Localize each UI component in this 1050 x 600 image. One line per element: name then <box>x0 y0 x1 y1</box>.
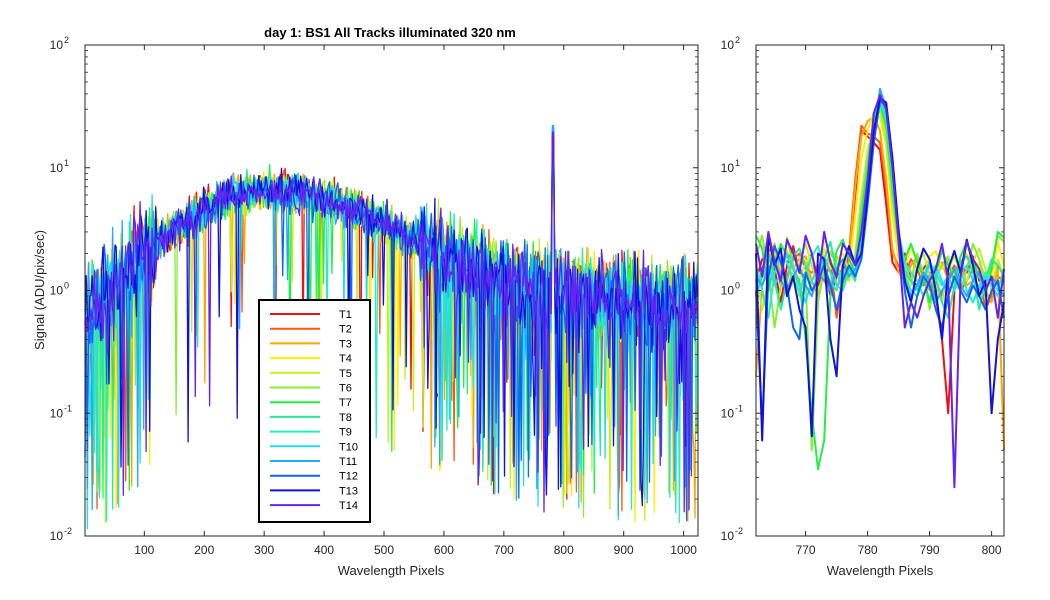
left-ytick-label: 10 <box>50 529 64 543</box>
legend-label-T5: T5 <box>339 368 352 380</box>
left-series-T14 <box>84 131 699 513</box>
left-xtick-label: 800 <box>554 543 574 557</box>
left-ytick-label: 10 <box>50 161 64 175</box>
left-xtick-label: 1000 <box>670 543 697 557</box>
right-series-T14 <box>755 94 1005 489</box>
right-ytick-exponent: 0 <box>735 281 740 291</box>
left-ytick-exponent: 2 <box>64 35 69 45</box>
legend-label-T9: T9 <box>339 427 352 439</box>
left-xtick-label: 300 <box>254 543 274 557</box>
left-panel: day 1: BS1 All Tracks illuminated 320 nm… <box>32 25 699 578</box>
left-xtick-label: 500 <box>374 543 394 557</box>
right-ytick-label: 10 <box>721 38 735 52</box>
right-ytick-label: 10 <box>721 406 735 420</box>
left-title: day 1: BS1 All Tracks illuminated 320 nm <box>264 25 516 40</box>
right-ytick-exponent: -1 <box>735 403 743 413</box>
legend-label-T10: T10 <box>339 441 358 453</box>
legend-label-T2: T2 <box>339 324 352 336</box>
right-ytick-exponent: -2 <box>735 526 743 536</box>
right-xtick-label: 780 <box>858 543 878 557</box>
right-ytick-exponent: 2 <box>735 35 740 45</box>
legend-label-T8: T8 <box>339 412 352 424</box>
left-ytick-exponent: 0 <box>64 281 69 291</box>
legend-box <box>258 299 371 523</box>
right-xtick-label: 800 <box>982 543 1002 557</box>
right-series-group <box>755 87 1005 489</box>
legend-label-T4: T4 <box>339 353 352 365</box>
right-ytick-label: 10 <box>721 284 735 298</box>
legend-label-T12: T12 <box>339 471 358 483</box>
left-xtick-label: 700 <box>494 543 514 557</box>
legend-items: T1 T2 T3 T4 T5 T6 T7 T8 T9 T10 T11 T12 T13 T14 <box>270 309 358 512</box>
legend-label-T14: T14 <box>339 500 358 512</box>
left-series-group <box>84 125 699 530</box>
right-ytick-label: 10 <box>721 161 735 175</box>
left-xtick-label: 600 <box>434 543 454 557</box>
left-ytick-label: 10 <box>50 284 64 298</box>
left-ytick-exponent: 1 <box>64 158 69 168</box>
legend-label-T7: T7 <box>339 397 352 409</box>
left-ytick-exponent: -2 <box>64 526 72 536</box>
legend-label-T3: T3 <box>339 338 352 350</box>
left-ylabel: Signal (ADU/pix/sec) <box>32 230 47 350</box>
left-xtick-label: 400 <box>314 543 334 557</box>
right-ytick-exponent: 1 <box>735 158 740 168</box>
right-ytick-label: 10 <box>721 529 735 543</box>
left-ytick-exponent: -1 <box>64 403 72 413</box>
left-xlabel: Wavelength Pixels <box>338 563 445 578</box>
left-xtick-label: 900 <box>614 543 634 557</box>
legend-label-T6: T6 <box>339 383 352 395</box>
right-xtick-label: 790 <box>920 543 940 557</box>
legend-label-T13: T13 <box>339 485 358 497</box>
legend: T1 T2 T3 T4 T5 T6 T7 T8 T9 T10 T11 T12 T13 T14 <box>258 299 371 523</box>
left-ytick-label: 10 <box>50 406 64 420</box>
right-xlabel: Wavelength Pixels <box>827 563 934 578</box>
left-xtick-label: 100 <box>134 543 154 557</box>
left-xtick-label: 200 <box>194 543 214 557</box>
right-xtick-label: 770 <box>796 543 816 557</box>
legend-label-T1: T1 <box>339 309 352 321</box>
left-ytick-label: 10 <box>50 38 64 52</box>
legend-label-T11: T11 <box>339 456 357 468</box>
